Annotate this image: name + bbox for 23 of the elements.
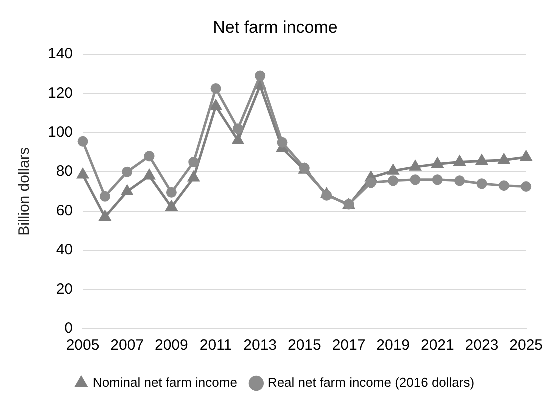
y-tick-label: 60 bbox=[56, 202, 74, 220]
x-tick-label: 2017 bbox=[332, 337, 366, 354]
x-tick-label: 2015 bbox=[288, 337, 322, 354]
x-tick-label: 2011 bbox=[200, 337, 232, 354]
x-tick-label: 2023 bbox=[465, 337, 499, 354]
legend-label: Nominal net farm income bbox=[92, 375, 238, 390]
y-tick-label: 80 bbox=[56, 163, 74, 180]
x-tick-label: 2019 bbox=[376, 337, 410, 354]
y-tick-label: 100 bbox=[48, 124, 74, 141]
x-tick-label: 2025 bbox=[510, 337, 544, 354]
y-tick-label: 20 bbox=[56, 280, 74, 298]
y-axis-title: Billion dollars bbox=[16, 148, 34, 236]
y-tick-label: 140 bbox=[48, 46, 74, 63]
x-tick-label: 2013 bbox=[244, 337, 278, 354]
y-tick-label: 120 bbox=[48, 84, 74, 102]
x-tick-label: 2005 bbox=[66, 337, 100, 354]
x-tick-label: 2021 bbox=[420, 337, 454, 354]
y-tick-label: 0 bbox=[64, 320, 74, 338]
y-tick-label: 40 bbox=[56, 242, 74, 259]
x-tick-label: 2009 bbox=[154, 337, 188, 354]
chart-title: Net farm income bbox=[213, 18, 338, 37]
legend-label: Real net farm income (2016 dollars) bbox=[268, 375, 475, 390]
x-tick-label: 2007 bbox=[110, 337, 144, 354]
